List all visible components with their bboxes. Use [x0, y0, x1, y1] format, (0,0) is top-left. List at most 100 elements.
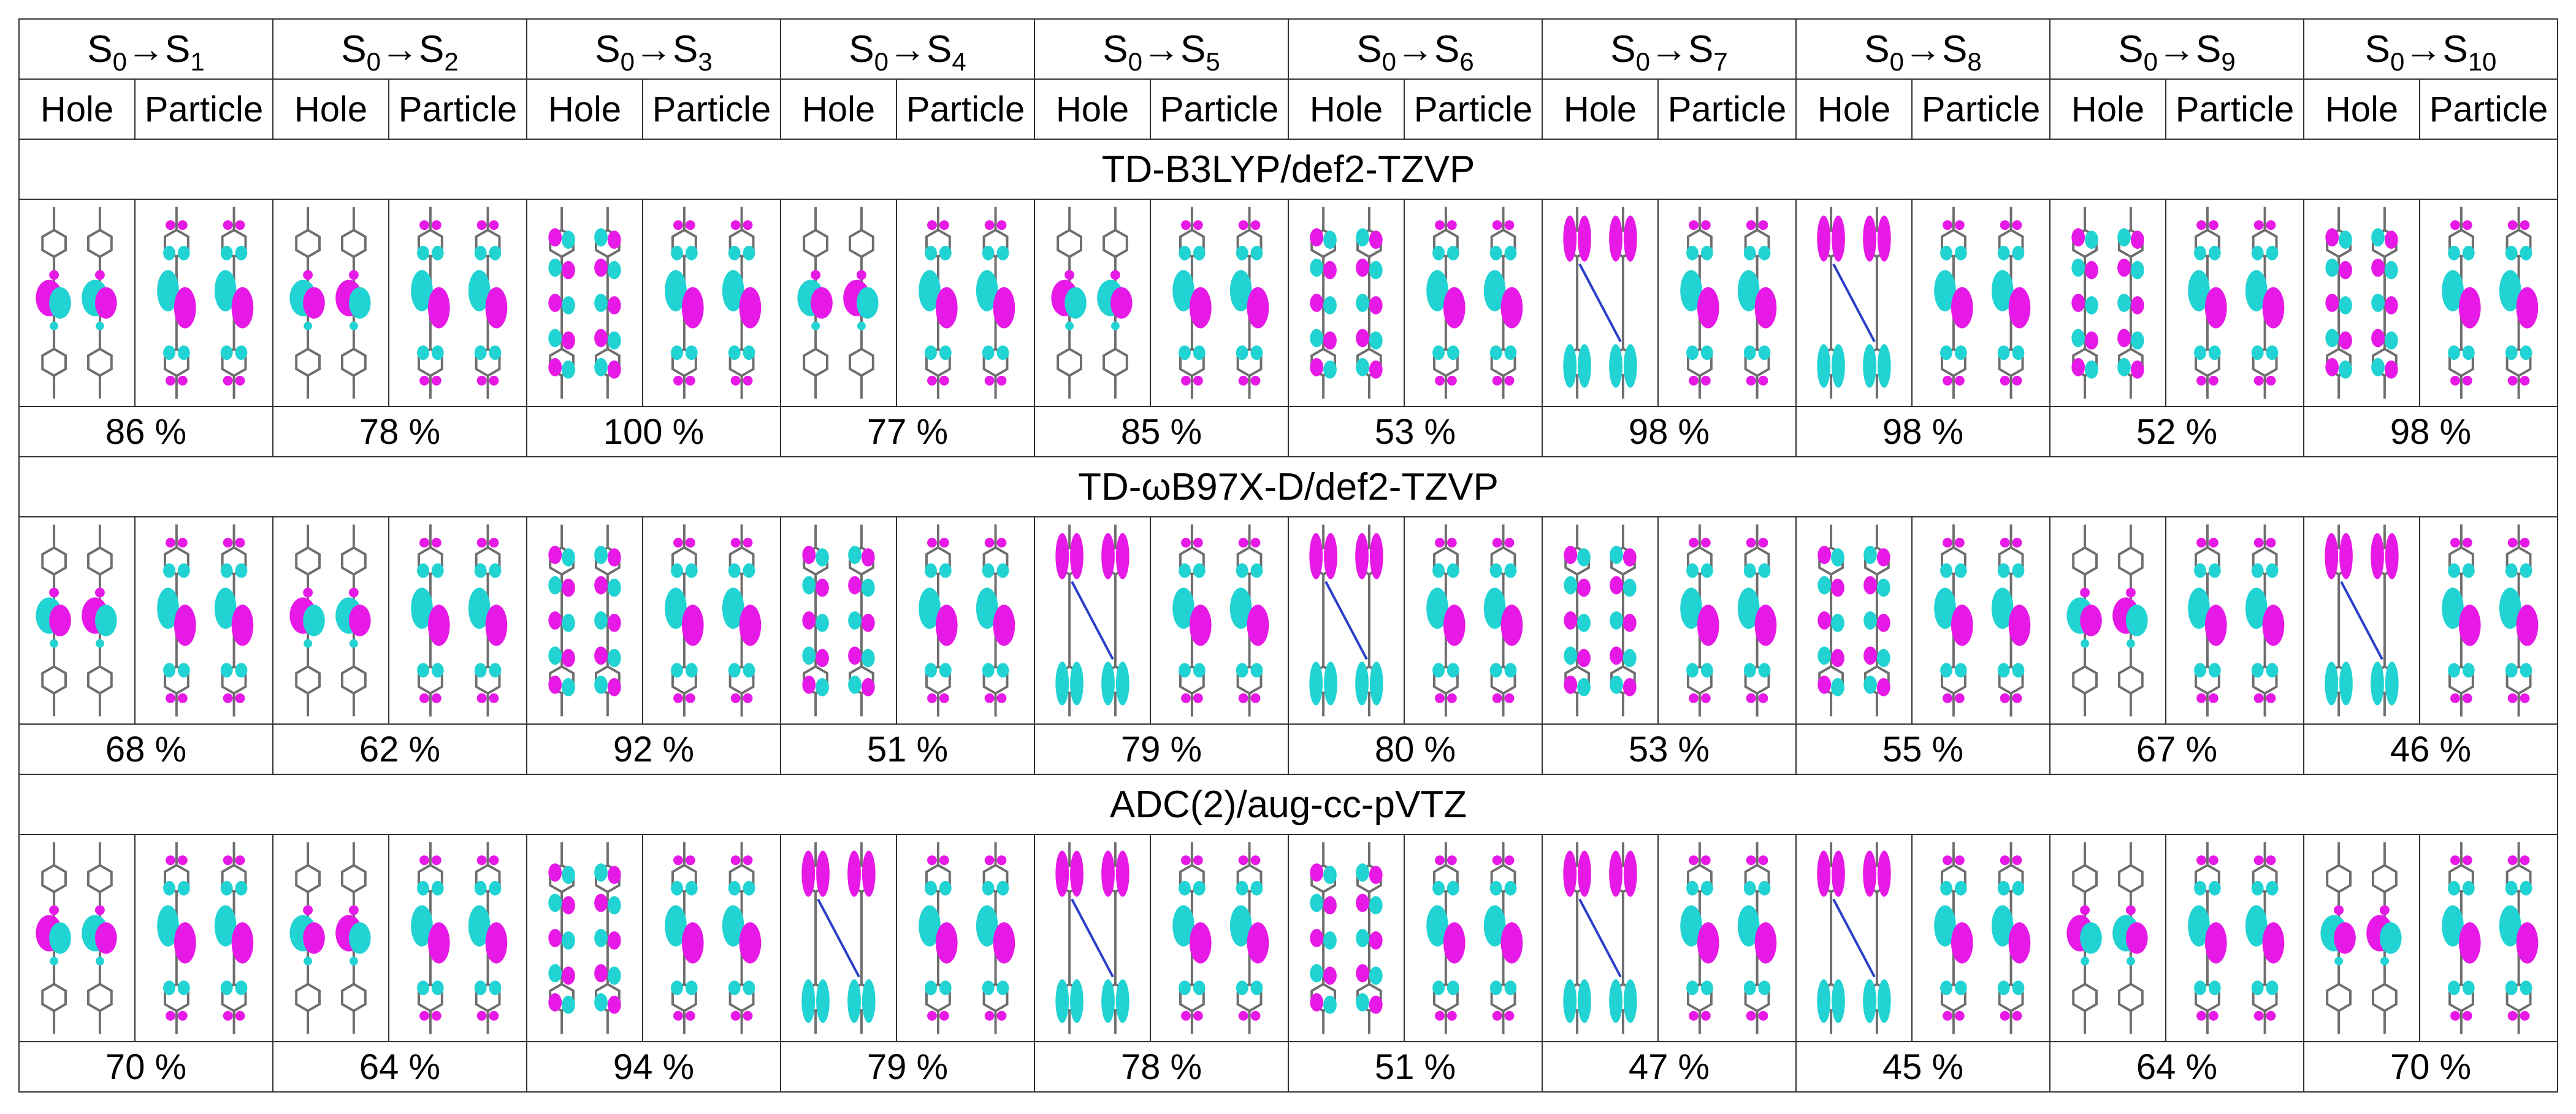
- hole-orbital-image: [1564, 524, 1637, 717]
- orbital-lobe: [2080, 905, 2090, 915]
- orbital-lobe: [50, 321, 59, 330]
- orbital-lobe: [166, 693, 175, 703]
- orbital-lobe: [1689, 1010, 1699, 1021]
- orbital-lobe: [857, 321, 866, 330]
- orbital-lobe: [811, 321, 820, 330]
- orbital-lobe: [235, 245, 248, 261]
- orbital-lobe: [1492, 855, 1502, 866]
- orbital-lobe: [2253, 1010, 2264, 1021]
- particle-orbital-image: [2442, 524, 2539, 717]
- orbital-lobe: [1622, 578, 1637, 597]
- orbital-lobe: [1817, 850, 1831, 897]
- orbital-lobe: [2520, 538, 2530, 548]
- orbital-lobe: [984, 220, 995, 231]
- orbital-lobe: [1689, 693, 1699, 703]
- orbital-lobe: [220, 980, 233, 996]
- orbital-lobe: [548, 258, 562, 277]
- orbital-lobe: [996, 538, 1007, 548]
- orbital-lobe: [489, 880, 502, 896]
- orbital-lobe: [1700, 980, 1713, 996]
- orbital-lobe: [1489, 880, 1502, 896]
- orbital-lobe: [1355, 533, 1369, 579]
- orbital-lobe: [562, 677, 575, 696]
- orbital-lobe: [1746, 220, 1756, 231]
- orbital-lobe: [476, 220, 487, 231]
- orbital-lobe: [2325, 358, 2339, 376]
- orbital-lobe: [996, 245, 1009, 261]
- transition-header: S0→S1: [18, 18, 273, 80]
- orbital-lobe: [1179, 980, 1191, 996]
- orbital-lobe: [1189, 287, 1212, 329]
- orbital-lobe: [607, 231, 621, 249]
- arrow-label: →: [2404, 28, 2443, 71]
- orbital-lobe: [1817, 344, 1831, 388]
- orbital-lobe: [417, 663, 429, 678]
- orbital-lobe: [2371, 358, 2385, 376]
- orbital-lobe: [220, 563, 233, 578]
- orbital-lobe: [2520, 375, 2530, 386]
- contribution-percent: 47 %: [1542, 1041, 1797, 1093]
- particle-orbital-image: [411, 842, 508, 1034]
- orbital-lobe: [2071, 358, 2085, 376]
- orbital-lobe: [1758, 693, 1768, 703]
- orbital-lobe: [1504, 693, 1515, 703]
- orbital-lobe: [730, 855, 741, 866]
- orbital-lobe: [2012, 538, 2022, 548]
- orbital-lobe: [2208, 375, 2219, 386]
- orbital-lobe: [1689, 375, 1699, 386]
- orbital-lobe: [348, 587, 359, 598]
- orbital-lobe: [1758, 1010, 1768, 1021]
- orbital-lobe: [1355, 662, 1369, 706]
- orbital-lobe: [2462, 855, 2472, 866]
- orbital-lobe: [1577, 649, 1591, 668]
- state-subscript: 0: [874, 47, 889, 76]
- orbital-lobe: [681, 605, 704, 646]
- orbital-lobe: [681, 922, 704, 964]
- orbital-lobe: [2505, 563, 2518, 578]
- orbital-lobe: [1686, 663, 1699, 678]
- orbital-lobe: [1877, 850, 1891, 897]
- orbital-lobe: [594, 863, 608, 882]
- orbital-lobe: [1193, 345, 1206, 361]
- orbital-lobe: [231, 605, 254, 646]
- particle-orbital-cell: [1404, 834, 1543, 1042]
- orbital-lobe: [927, 693, 937, 703]
- orbital-lobe: [1504, 538, 1515, 548]
- state-label: S: [673, 28, 698, 71]
- state-label: S: [1356, 28, 1382, 71]
- orbital-lobe: [235, 375, 245, 386]
- method-title: TD-ωB97X-D/def2-TZVP: [18, 456, 2559, 517]
- hole-header: Hole: [2303, 78, 2420, 140]
- hole-orbital-cell: [272, 516, 389, 725]
- orbital-lobe: [2380, 956, 2389, 966]
- contribution-percent: 77 %: [780, 406, 1035, 457]
- orbital-lobe: [996, 980, 1009, 996]
- orbital-lobe: [2379, 922, 2402, 954]
- orbital-lobe: [935, 287, 958, 329]
- particle-orbital-image: [2442, 207, 2539, 399]
- orbital-lobe: [1758, 538, 1768, 548]
- orbital-lobe: [673, 693, 683, 703]
- orbital-lobe: [562, 231, 575, 249]
- orbital-lobe: [2384, 296, 2398, 315]
- orbital-lobe: [1743, 663, 1756, 678]
- orbital-lobe: [685, 880, 698, 896]
- orbital-lobe: [685, 563, 698, 578]
- orbital-lobe: [489, 855, 499, 866]
- orbital-lobe: [2516, 605, 2539, 646]
- orbital-lobe: [1578, 979, 1591, 1023]
- orbital-lobe: [2448, 880, 2460, 896]
- orbital-lobe: [1686, 880, 1699, 896]
- particle-orbital-cell: [2165, 834, 2304, 1042]
- particle-orbital-cell: [896, 199, 1035, 407]
- orbital-lobe: [1435, 693, 1445, 703]
- orbital-lobe: [476, 1010, 487, 1021]
- hole-orbital-cell: [1034, 834, 1151, 1042]
- orbital-lobe: [1817, 979, 1831, 1023]
- orbital-lobe: [2117, 358, 2131, 376]
- orbital-lobe: [419, 375, 429, 386]
- state-label: S: [2364, 28, 2390, 71]
- orbital-lobe: [1564, 646, 1578, 665]
- contribution-percent: 92 %: [526, 723, 781, 775]
- hole-orbital-cell: [2049, 834, 2166, 1042]
